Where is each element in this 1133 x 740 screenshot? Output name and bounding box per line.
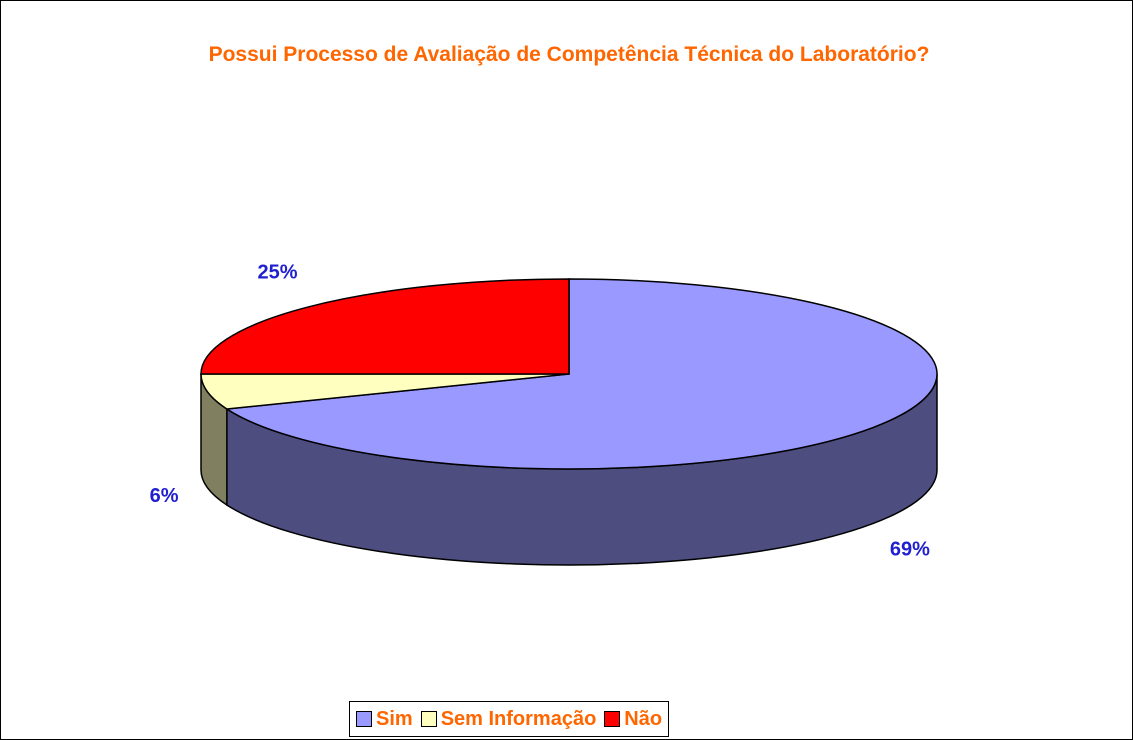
- legend-label: Não: [624, 707, 663, 730]
- legend-swatch: [604, 711, 621, 727]
- slice-tops: [200, 278, 938, 470]
- legend-swatch: [420, 711, 437, 727]
- pie-plot: 69% 6% 25%: [150, 262, 938, 566]
- legend-label: Sim: [376, 707, 413, 730]
- legend-entry: Sim: [356, 708, 413, 731]
- legend-entry: Sem Informação: [420, 707, 597, 731]
- legend-label: Sem Informação: [440, 707, 597, 730]
- data-label: 69%: [890, 538, 930, 560]
- data-label: 25%: [258, 262, 298, 284]
- legend: Sim Sem Informação Não: [349, 701, 670, 737]
- slice: [200, 278, 570, 375]
- chart-title: Possui Processo de Avaliação de Competên…: [208, 43, 930, 66]
- data-label: 6%: [150, 485, 179, 507]
- data-labels: 69% 6% 25%: [150, 262, 930, 561]
- legend-entry: Não: [604, 708, 662, 731]
- slice: [224, 278, 938, 470]
- legend-swatch: [356, 711, 372, 727]
